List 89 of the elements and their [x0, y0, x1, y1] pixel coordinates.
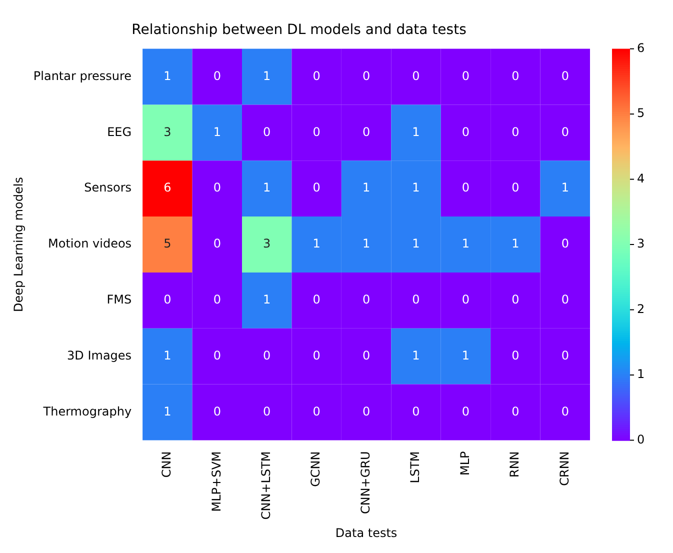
data-label: 0: [213, 348, 221, 362]
y-tick-label: FMS: [106, 292, 132, 307]
data-label: 1: [462, 236, 470, 251]
data-label: 0: [412, 404, 420, 418]
data-label: 0: [213, 180, 221, 195]
data-label: 1: [263, 292, 271, 307]
data-label: 1: [412, 180, 420, 195]
color-bar-label: 2: [637, 302, 645, 316]
data-label: 0: [561, 404, 569, 418]
data-label: 1: [164, 348, 172, 362]
x-tick-label: MLP: [458, 451, 472, 476]
data-label: 3: [164, 124, 172, 139]
data-label: 1: [312, 236, 320, 251]
data-label: 1: [263, 68, 271, 83]
data-label: 0: [263, 124, 271, 139]
data-label: 0: [312, 180, 320, 195]
data-label: 0: [561, 348, 569, 362]
color-bar-label: 4: [637, 171, 645, 186]
data-label: 0: [462, 292, 470, 307]
x-tick-label: RNN: [508, 451, 522, 478]
data-label: 0: [561, 68, 569, 83]
data-label: 1: [512, 236, 520, 251]
color-bar-label: 6: [637, 40, 645, 55]
data-label: 0: [512, 180, 520, 195]
data-label: 0: [213, 404, 221, 418]
data-label: 1: [462, 348, 470, 362]
data-label: 0: [512, 124, 520, 139]
data-label: 0: [462, 404, 470, 418]
data-label: 1: [561, 180, 569, 195]
data-label: 0: [362, 404, 370, 418]
data-label: 1: [164, 68, 172, 83]
color-bar-label: 1: [637, 367, 645, 382]
y-tick-label: EEG: [107, 124, 132, 139]
data-label: 0: [312, 404, 320, 418]
y-tick-label: Thermography: [42, 404, 132, 418]
data-label: 0: [561, 124, 569, 139]
data-label: 0: [164, 292, 172, 307]
color-bar-label: 5: [637, 106, 645, 120]
data-label: 5: [164, 236, 172, 251]
x-tick-label: LSTM: [408, 451, 422, 484]
x-tick-label: CNN+LSTM: [258, 451, 273, 520]
data-label: 6: [164, 180, 172, 195]
data-label: 0: [312, 68, 320, 83]
x-tick-label: CNN+GRU: [358, 451, 372, 514]
data-label: 0: [561, 292, 569, 307]
data-label: 0: [412, 292, 420, 307]
data-label: 0: [213, 292, 221, 307]
x-tick-label: CRNN: [557, 451, 572, 486]
data-label: 1: [412, 348, 420, 362]
data-label: 1: [362, 236, 370, 251]
data-label: 0: [462, 68, 470, 83]
data-label: 3: [263, 236, 271, 251]
data-label: 0: [312, 292, 320, 307]
y-tick-label: 3D Images: [67, 348, 132, 362]
data-label: 0: [512, 348, 520, 362]
data-label: 1: [362, 180, 370, 195]
data-label: 1: [412, 124, 420, 139]
data-label: 1: [263, 180, 271, 195]
data-label: 0: [362, 292, 370, 307]
data-label: 0: [362, 348, 370, 362]
data-label: 0: [561, 236, 569, 251]
x-tick-label: MLP+SVM: [209, 451, 224, 512]
data-label: 0: [512, 68, 520, 83]
data-label: 0: [512, 404, 520, 418]
y-tick-label: Motion videos: [48, 236, 132, 251]
data-label: 0: [263, 348, 271, 362]
data-label: 0: [462, 124, 470, 139]
data-label: 0: [213, 236, 221, 251]
data-label: 0: [362, 124, 370, 139]
data-label: 0: [213, 68, 221, 83]
color-bar-label: 0: [637, 432, 645, 446]
data-label: 0: [412, 68, 420, 83]
data-label: 0: [312, 348, 320, 362]
data-label: 0: [263, 404, 271, 418]
y-tick-label: Sensors: [84, 180, 132, 195]
data-label: 0: [362, 68, 370, 83]
x-axis-title: Data tests: [335, 526, 398, 540]
data-label: 0: [512, 292, 520, 307]
color-bar-label: 3: [637, 236, 645, 251]
y-axis-title: Deep Learning models: [11, 177, 26, 312]
y-tick-label: Plantar pressure: [33, 68, 132, 83]
data-label: 0: [312, 124, 320, 139]
data-label: 1: [213, 124, 221, 139]
data-label: 1: [164, 404, 172, 418]
x-tick-label: GCNN: [308, 451, 323, 487]
data-label: 1: [412, 236, 420, 251]
x-tick-label: CNN: [160, 451, 174, 478]
data-label: 0: [462, 180, 470, 195]
chart-title: Relationship between DL models and data tests: [132, 22, 466, 38]
